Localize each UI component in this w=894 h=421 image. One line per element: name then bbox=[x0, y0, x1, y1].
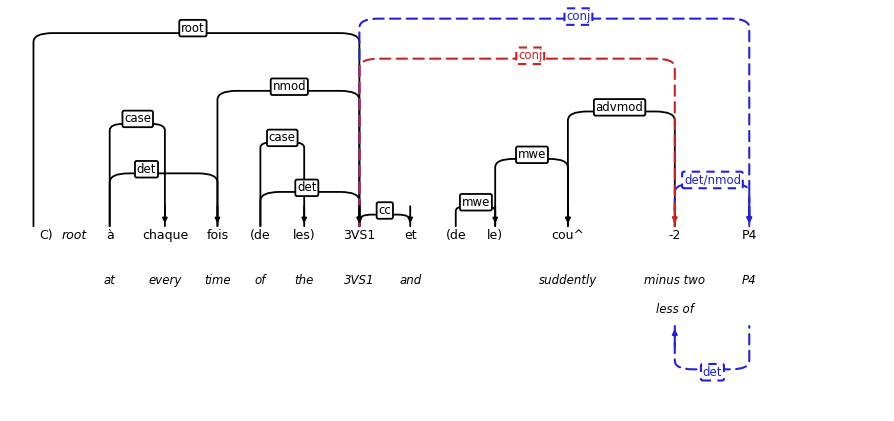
Text: of: of bbox=[255, 274, 266, 287]
Text: mwe: mwe bbox=[461, 196, 490, 209]
Text: det: det bbox=[137, 163, 156, 176]
Text: root: root bbox=[62, 229, 87, 242]
Text: C): C) bbox=[39, 229, 53, 242]
Text: minus two: minus two bbox=[645, 274, 705, 287]
Text: à: à bbox=[105, 229, 114, 242]
Text: root: root bbox=[181, 21, 205, 35]
Text: det: det bbox=[297, 181, 316, 195]
Text: mwe: mwe bbox=[518, 148, 546, 161]
Text: et: et bbox=[404, 229, 417, 242]
Text: le): le) bbox=[487, 229, 503, 242]
Text: det: det bbox=[703, 366, 722, 379]
Text: P4: P4 bbox=[742, 229, 757, 242]
Text: (de: (de bbox=[250, 229, 271, 242]
Text: cou^: cou^ bbox=[552, 229, 585, 242]
Text: nmod: nmod bbox=[273, 80, 306, 93]
Text: 3VS1: 3VS1 bbox=[343, 229, 375, 242]
Text: advmod: advmod bbox=[595, 101, 644, 114]
Text: les): les) bbox=[293, 229, 316, 242]
Text: P4: P4 bbox=[742, 274, 756, 287]
Text: -2: -2 bbox=[669, 229, 681, 242]
Text: time: time bbox=[204, 274, 231, 287]
Text: det/nmod: det/nmod bbox=[684, 173, 741, 187]
Text: conj: conj bbox=[518, 49, 543, 62]
Text: suddently: suddently bbox=[539, 274, 597, 287]
Text: case: case bbox=[124, 112, 151, 125]
Text: cc: cc bbox=[378, 204, 392, 217]
Text: (de: (de bbox=[445, 229, 466, 242]
Text: case: case bbox=[269, 131, 296, 144]
Text: fois: fois bbox=[207, 229, 229, 242]
Text: and: and bbox=[399, 274, 421, 287]
Text: chaque: chaque bbox=[142, 229, 188, 242]
Text: conj: conj bbox=[566, 10, 591, 23]
Text: 3VS1: 3VS1 bbox=[344, 274, 375, 287]
Text: less of: less of bbox=[656, 303, 694, 316]
Text: at: at bbox=[104, 274, 115, 287]
Text: the: the bbox=[294, 274, 314, 287]
Text: every: every bbox=[148, 274, 181, 287]
